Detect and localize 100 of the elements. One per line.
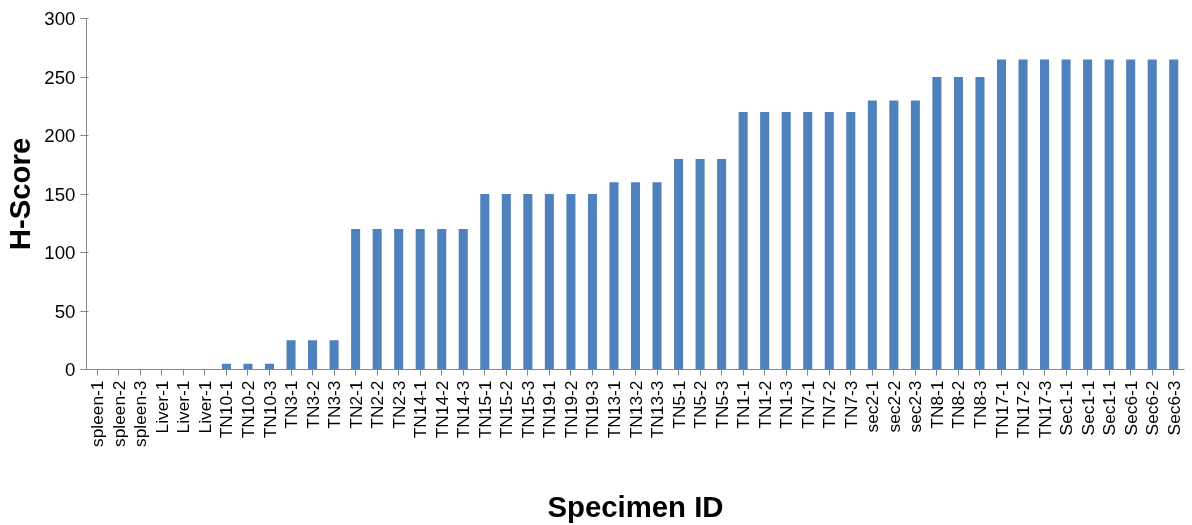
bar	[738, 112, 748, 370]
x-tick-label: sec2-1	[862, 380, 883, 433]
x-tick-label: TN10-1	[216, 380, 237, 439]
x-tick-label: TN19-2	[560, 380, 581, 439]
x-tick-label: TN8-1	[926, 380, 947, 429]
x-tick-label: TN2-2	[367, 380, 388, 429]
y-tick-label: 0	[65, 359, 76, 380]
x-tick-label: TN17-2	[1013, 380, 1034, 439]
bar	[523, 194, 533, 370]
bar	[803, 112, 813, 370]
bar	[674, 158, 684, 370]
y-tick-label: 200	[44, 125, 76, 146]
bar	[889, 100, 899, 370]
bar	[415, 229, 425, 370]
x-tick-label: Sec1-1	[1077, 380, 1098, 436]
bar	[630, 182, 641, 370]
y-tick-label: 300	[44, 8, 76, 29]
y-tick-label: 50	[54, 300, 76, 322]
x-tick-label: TN8-2	[948, 380, 969, 429]
x-tick-label: TN14-1	[410, 380, 431, 439]
x-tick-label: Liver-1	[194, 380, 215, 434]
x-tick-label: TN5-2	[690, 380, 711, 429]
x-tick-label: Liver-1	[173, 380, 194, 434]
bar	[781, 112, 791, 370]
x-tick-label: TN3-2	[302, 380, 323, 429]
bar	[717, 158, 727, 370]
bar	[1083, 59, 1093, 370]
x-tick-label: TN7-3	[840, 380, 861, 429]
bar	[867, 100, 877, 370]
bar	[329, 340, 339, 370]
x-tick-label: TN1-2	[754, 380, 775, 429]
x-tick-label: TN15-2	[496, 380, 517, 439]
x-tick-label: TN5-3	[711, 380, 732, 429]
bar	[975, 77, 985, 370]
bar	[587, 194, 597, 370]
bar	[760, 112, 770, 370]
bar	[1061, 59, 1071, 370]
bar	[1147, 59, 1157, 370]
x-tick-label: TN10-3	[259, 380, 280, 439]
bar	[824, 112, 834, 370]
x-tick-label: TN3-1	[281, 380, 302, 429]
x-tick-label: spleen-2	[108, 380, 129, 447]
x-tick-label: TN2-3	[388, 380, 409, 429]
bar	[1018, 59, 1028, 370]
bar	[1104, 59, 1114, 370]
x-tick-label: TN2-1	[345, 380, 366, 429]
bar	[501, 194, 511, 370]
x-tick-label: spleen-1	[87, 380, 108, 447]
bar	[1169, 59, 1179, 370]
y-tick-label: 100	[44, 242, 76, 263]
x-tick-label: TN14-2	[431, 380, 452, 439]
bar	[308, 340, 318, 370]
x-tick-label: Sec1-1	[1099, 380, 1120, 436]
x-tick-label: Sec6-2	[1142, 380, 1163, 436]
bar	[953, 77, 963, 370]
x-axis-title: Specimen ID	[547, 489, 724, 523]
bar	[394, 229, 404, 370]
bar	[910, 100, 920, 370]
bar	[652, 182, 662, 370]
x-tick-label: TN19-3	[582, 380, 603, 439]
bar	[437, 229, 447, 370]
x-tick-label: TN10-2	[237, 380, 258, 439]
bar	[566, 194, 576, 370]
x-tick-label: TN7-2	[819, 380, 840, 429]
y-axis-title: H-Score	[3, 137, 37, 251]
x-tick-label: TN1-3	[776, 380, 797, 429]
bar	[996, 59, 1007, 370]
bar	[480, 194, 490, 370]
x-tick-label: TN3-3	[324, 380, 345, 429]
x-tick-label: TN7-1	[797, 380, 818, 429]
x-tick-label: Sec6-1	[1120, 380, 1141, 436]
bar	[1040, 59, 1050, 370]
bar	[286, 340, 296, 370]
bar	[932, 77, 942, 370]
x-tick-label: TN13-3	[647, 380, 668, 439]
x-tick-label: TN5-1	[668, 380, 689, 429]
x-tick-label: TN14-3	[453, 380, 474, 439]
bar	[458, 229, 468, 370]
x-tick-label: TN13-1	[603, 380, 624, 439]
x-tick-label: TN19-1	[539, 380, 560, 439]
bar	[544, 194, 554, 370]
y-tick-label: 150	[44, 183, 76, 205]
x-tick-label: TN17-3	[1034, 380, 1055, 439]
y-tick-label: 250	[44, 66, 76, 88]
x-tick-label: spleen-3	[130, 380, 151, 447]
bar	[846, 112, 856, 370]
x-tick-label: Sec6-3	[1163, 380, 1184, 436]
x-tick-label: Liver-1	[151, 380, 172, 434]
bar	[695, 158, 705, 370]
x-tick-label: TN15-1	[474, 380, 495, 439]
bar	[372, 229, 382, 370]
x-tick-label: sec2-3	[905, 380, 926, 433]
x-tick-label: TN1-1	[733, 380, 754, 429]
x-tick-label: Sec1-1	[1056, 380, 1077, 436]
x-tick-label: TN17-1	[991, 380, 1012, 439]
x-tick-label: TN13-2	[625, 380, 646, 439]
bar	[1126, 59, 1136, 370]
bar	[351, 229, 361, 370]
bar	[609, 182, 619, 370]
x-tick-label: TN15-3	[517, 380, 538, 439]
